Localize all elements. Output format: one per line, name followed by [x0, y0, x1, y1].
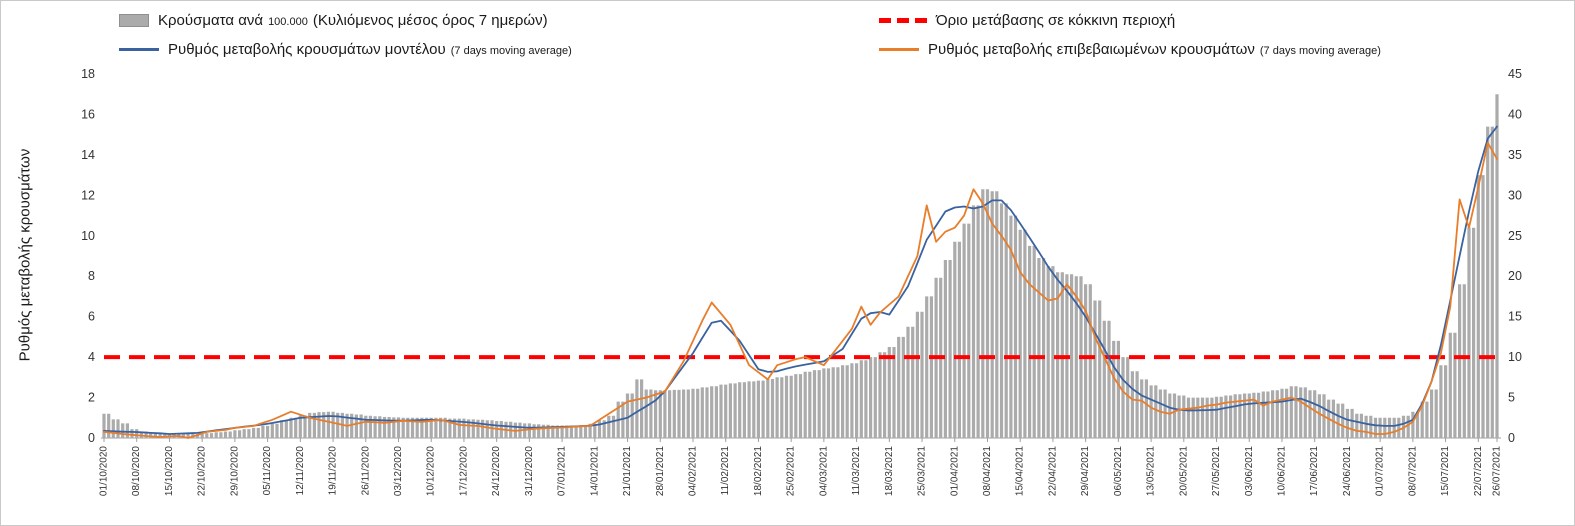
x-axis-date-label: 01/10/2020 [99, 446, 110, 496]
right-axis-tick-label: 25 [1508, 229, 1522, 243]
right-axis-tick-label: 5 [1508, 391, 1515, 405]
x-axis-date-label: 25/03/2021 [917, 446, 928, 496]
left-axis-tick-label: 2 [88, 391, 95, 405]
left-axis-tick-label: 16 [81, 107, 95, 121]
x-axis-date-label: 22/07/2021 [1473, 446, 1484, 496]
x-axis-tick-labels: 01/10/2020 08/10/2020 15/10/2020 22/10/2020… [99, 438, 1503, 496]
x-axis-date-label: 03/12/2020 [393, 446, 404, 496]
legend-item-confirmed-rate: Ρυθμός μεταβολής επιβεβαιωμένων κρουσμάτ… [879, 39, 1381, 59]
legend-label-small-text: (7 days moving average) [450, 44, 572, 57]
bar-swatch [119, 13, 149, 27]
x-axis-date-label: 18/03/2021 [884, 446, 895, 496]
x-axis-date-label: 08/04/2021 [982, 446, 993, 496]
legend-label-text: Κρούσματα ανά [158, 11, 264, 29]
x-axis-date-label: 26/07/2021 [1492, 446, 1503, 496]
x-axis-date-label: 22/04/2021 [1047, 446, 1058, 496]
left-axis-tick-label: 12 [81, 188, 95, 202]
legend-label-text: Όριο μετάβασης σε κόκκινη περιοχή [936, 11, 1176, 29]
x-axis-date-label: 07/01/2021 [557, 446, 568, 496]
x-axis-date-label: 11/03/2021 [851, 446, 862, 496]
x-axis-date-label: 13/05/2021 [1146, 446, 1157, 496]
x-axis-date-label: 10/06/2021 [1276, 446, 1287, 496]
x-axis-date-label: 20/05/2021 [1178, 446, 1189, 496]
legend-item-threshold: Όριο μετάβασης σε κόκκινη περιοχή [879, 10, 1175, 30]
left-axis-tick-label: 10 [81, 229, 95, 243]
x-axis-date-label: 15/04/2021 [1015, 446, 1026, 496]
x-axis-date-label: 15/07/2021 [1440, 446, 1451, 496]
x-axis-date-label: 14/01/2021 [589, 446, 600, 496]
confirmed-line-swatch [879, 47, 919, 51]
x-axis-date-label: 03/06/2021 [1244, 446, 1255, 496]
legend-label-cases-per-100k: Κρούσματα ανά 100.000 (Κυλιόμενος μέσος … [158, 12, 548, 29]
confirmed-rate-line [103, 141, 1498, 439]
right-axis-tick-label: 40 [1508, 107, 1522, 121]
x-axis-date-label: 04/03/2021 [818, 446, 829, 496]
legend-label-text: (Κυλιόμενος μέσος όρος 7 ημερών) [312, 11, 548, 29]
x-axis-date-label: 19/11/2020 [328, 446, 339, 496]
left-axis-tick-label: 0 [88, 431, 95, 445]
x-axis-date-label: 15/10/2020 [164, 446, 175, 496]
y-axis-title: Ρυθμός μεταβολής κρουσμάτων [16, 148, 34, 362]
right-axis-tick-label: 15 [1508, 310, 1522, 324]
left-axis-tick-label: 4 [88, 350, 95, 364]
legend-label-small-text: 100.000 [268, 15, 308, 28]
x-axis-date-label: 08/07/2021 [1407, 446, 1418, 496]
legend-label-model-rate: Ρυθμός μεταβολής κρουσμάτων μοντέλου (7 … [168, 41, 572, 58]
left-axis-tick-label: 8 [88, 269, 95, 283]
model-line-swatch [119, 47, 159, 51]
legend-label-text: Ρυθμός μεταβολής κρουσμάτων μοντέλου [168, 40, 446, 58]
x-axis-date-label: 22/10/2020 [197, 446, 208, 496]
right-axis-tick-label: 30 [1508, 188, 1522, 202]
x-axis-date-label: 08/10/2020 [131, 446, 142, 496]
left-axis-tick-label: 18 [81, 67, 95, 81]
dashed-line-swatch [879, 17, 927, 23]
legend-label-small-text: (7 days moving average) [1259, 44, 1381, 57]
x-axis-date-label: 24/06/2021 [1342, 446, 1353, 496]
x-axis-date-label: 17/12/2020 [458, 446, 469, 496]
x-axis-date-label: 01/07/2021 [1375, 446, 1386, 496]
left-axis-tick-label: 14 [81, 148, 95, 162]
legend-label-text: Ρυθμός μεταβολής επιβεβαιωμένων κρουσμάτ… [928, 40, 1255, 58]
right-axis-tick-label: 20 [1508, 269, 1522, 283]
legend-item-model-rate: Ρυθμός μεταβολής κρουσμάτων μοντέλου (7 … [119, 39, 572, 59]
bars-series-cases-per-100k [102, 94, 1499, 438]
x-axis-date-label: 05/11/2020 [262, 446, 273, 496]
x-axis-date-label: 27/05/2021 [1211, 446, 1222, 496]
x-axis-date-label: 29/04/2021 [1080, 446, 1091, 496]
left-axis-tick-labels: 0 2 4 6 8 10 12 14 16 18 [81, 67, 95, 445]
right-axis-tick-label: 35 [1508, 148, 1522, 162]
legend-label-threshold: Όριο μετάβασης σε κόκκινη περιοχή [936, 12, 1175, 29]
left-axis-tick-label: 6 [88, 310, 95, 324]
x-axis-date-label: 21/01/2021 [622, 446, 633, 496]
x-axis-date-label: 10/12/2020 [426, 446, 437, 496]
x-axis-date-label: 26/11/2020 [360, 446, 371, 496]
legend-label-confirmed-rate: Ρυθμός μεταβολής επιβεβαιωμένων κρουσμάτ… [928, 41, 1381, 58]
x-axis-date-label: 29/10/2020 [229, 446, 240, 496]
right-axis-tick-label: 0 [1508, 431, 1515, 445]
x-axis-date-label: 24/12/2020 [491, 446, 502, 496]
x-axis-date-label: 18/02/2021 [753, 446, 764, 496]
x-axis-date-label: 04/02/2021 [687, 446, 698, 496]
legend-item-cases-per-100k: Κρούσματα ανά 100.000 (Κυλιόμενος μέσος … [119, 10, 548, 30]
model-rate-line [103, 125, 1498, 435]
x-axis-date-label: 06/05/2021 [1113, 446, 1124, 496]
x-axis-date-label: 17/06/2021 [1309, 446, 1320, 496]
x-axis-date-label: 25/02/2021 [786, 446, 797, 496]
right-axis-tick-labels: 0 5 10 15 20 25 30 35 40 45 [1508, 67, 1522, 445]
right-axis-tick-label: 45 [1508, 67, 1522, 81]
x-axis-date-label: 28/01/2021 [655, 446, 666, 496]
right-axis-tick-label: 10 [1508, 350, 1522, 364]
x-axis-date-label: 01/04/2021 [949, 446, 960, 496]
x-axis-date-label: 11/02/2021 [720, 446, 731, 496]
x-axis-date-label: 31/12/2020 [524, 446, 535, 496]
x-axis-date-label: 12/11/2020 [295, 446, 306, 496]
